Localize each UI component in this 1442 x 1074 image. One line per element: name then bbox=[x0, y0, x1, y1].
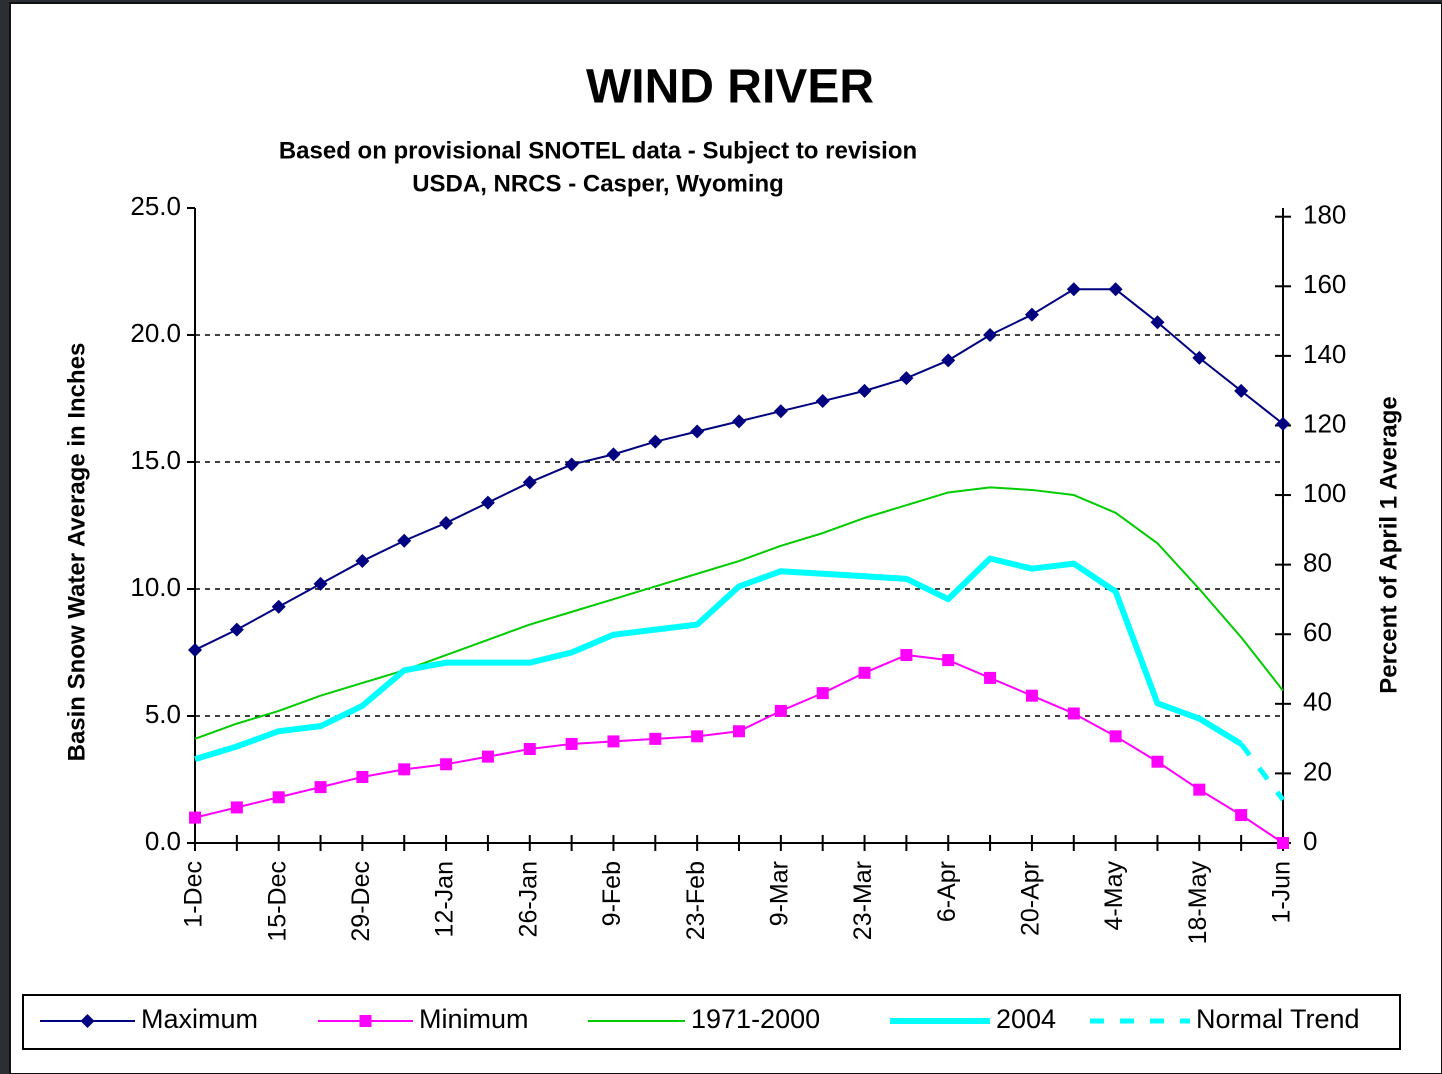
x-tick-label: 29-Dec bbox=[347, 861, 375, 942]
y2-axis-title: Percent of April 1 Average bbox=[1375, 396, 1402, 693]
marker bbox=[398, 763, 410, 775]
marker bbox=[482, 751, 494, 763]
marker bbox=[817, 687, 829, 699]
chart-subtitle: USDA, NRCS - Casper, Wyoming bbox=[412, 170, 784, 197]
y-tick-label: 5.0 bbox=[145, 699, 181, 729]
marker bbox=[859, 667, 871, 679]
x-tick-label: 1-Jun bbox=[1268, 861, 1296, 924]
marker bbox=[775, 705, 787, 717]
legend-label: 1971-2000 bbox=[691, 1004, 820, 1034]
marker bbox=[189, 812, 201, 824]
marker bbox=[649, 733, 661, 745]
marker bbox=[356, 771, 368, 783]
x-tick-label: 12-Jan bbox=[431, 861, 459, 937]
y-tick-label: 15.0 bbox=[130, 445, 181, 475]
x-tick-label: 9-Feb bbox=[598, 861, 626, 926]
marker bbox=[566, 738, 578, 750]
x-tick-label: 18-May bbox=[1184, 861, 1212, 945]
legend-label: Minimum bbox=[419, 1004, 529, 1034]
x-tick-label: 1-Dec bbox=[180, 861, 208, 928]
y2-tick-label: 20 bbox=[1303, 756, 1332, 786]
y2-tick-label: 120 bbox=[1303, 408, 1346, 438]
y-tick-label: 20.0 bbox=[130, 318, 181, 348]
y2-tick-label: 60 bbox=[1303, 617, 1332, 647]
y2-tick-label: 100 bbox=[1303, 478, 1346, 508]
marker bbox=[1026, 690, 1038, 702]
marker bbox=[1151, 756, 1163, 768]
x-tick-label: 6-Apr bbox=[933, 861, 961, 922]
legend-label: 2004 bbox=[996, 1004, 1056, 1034]
x-tick-label: 26-Jan bbox=[514, 861, 542, 937]
y2-tick-label: 80 bbox=[1303, 548, 1332, 578]
marker bbox=[1110, 730, 1122, 742]
x-tick-label: 9-Mar bbox=[765, 861, 793, 926]
y2-tick-label: 140 bbox=[1303, 339, 1346, 369]
legend-label: Normal Trend bbox=[1196, 1004, 1360, 1034]
y-tick-label: 0.0 bbox=[145, 826, 181, 856]
marker bbox=[1068, 707, 1080, 719]
marker bbox=[360, 1015, 372, 1027]
y2-tick-label: 40 bbox=[1303, 687, 1332, 717]
marker bbox=[440, 758, 452, 770]
marker bbox=[524, 743, 536, 755]
x-tick-label: 4-May bbox=[1100, 861, 1128, 931]
marker bbox=[1235, 809, 1247, 821]
x-tick-label: 15-Dec bbox=[263, 861, 291, 942]
y-tick-label: 25.0 bbox=[130, 191, 181, 221]
marker bbox=[984, 672, 996, 684]
y-tick-label: 10.0 bbox=[130, 572, 181, 602]
chart-title: WIND RIVER bbox=[586, 61, 874, 114]
marker bbox=[942, 654, 954, 666]
marker bbox=[691, 730, 703, 742]
marker bbox=[315, 781, 327, 793]
marker bbox=[231, 801, 243, 813]
y2-tick-label: 0 bbox=[1303, 826, 1317, 856]
marker bbox=[733, 725, 745, 737]
marker bbox=[607, 735, 619, 747]
chart: WIND RIVER Based on provisional SNOTEL d… bbox=[0, 0, 1442, 1074]
marker bbox=[1193, 784, 1205, 796]
y-axis-title: Basin Snow Water Average in Inches bbox=[63, 343, 90, 762]
marker bbox=[1277, 837, 1289, 849]
marker bbox=[900, 649, 912, 661]
y2-tick-label: 180 bbox=[1303, 200, 1346, 230]
x-tick-label: 23-Mar bbox=[849, 861, 877, 940]
chart-subtitle: Based on provisional SNOTEL data - Subje… bbox=[279, 137, 917, 164]
x-tick-label: 20-Apr bbox=[1017, 861, 1045, 936]
legend-label: Maximum bbox=[141, 1004, 258, 1034]
y2-tick-label: 160 bbox=[1303, 269, 1346, 299]
marker bbox=[273, 791, 285, 803]
x-tick-label: 23-Feb bbox=[682, 861, 710, 940]
